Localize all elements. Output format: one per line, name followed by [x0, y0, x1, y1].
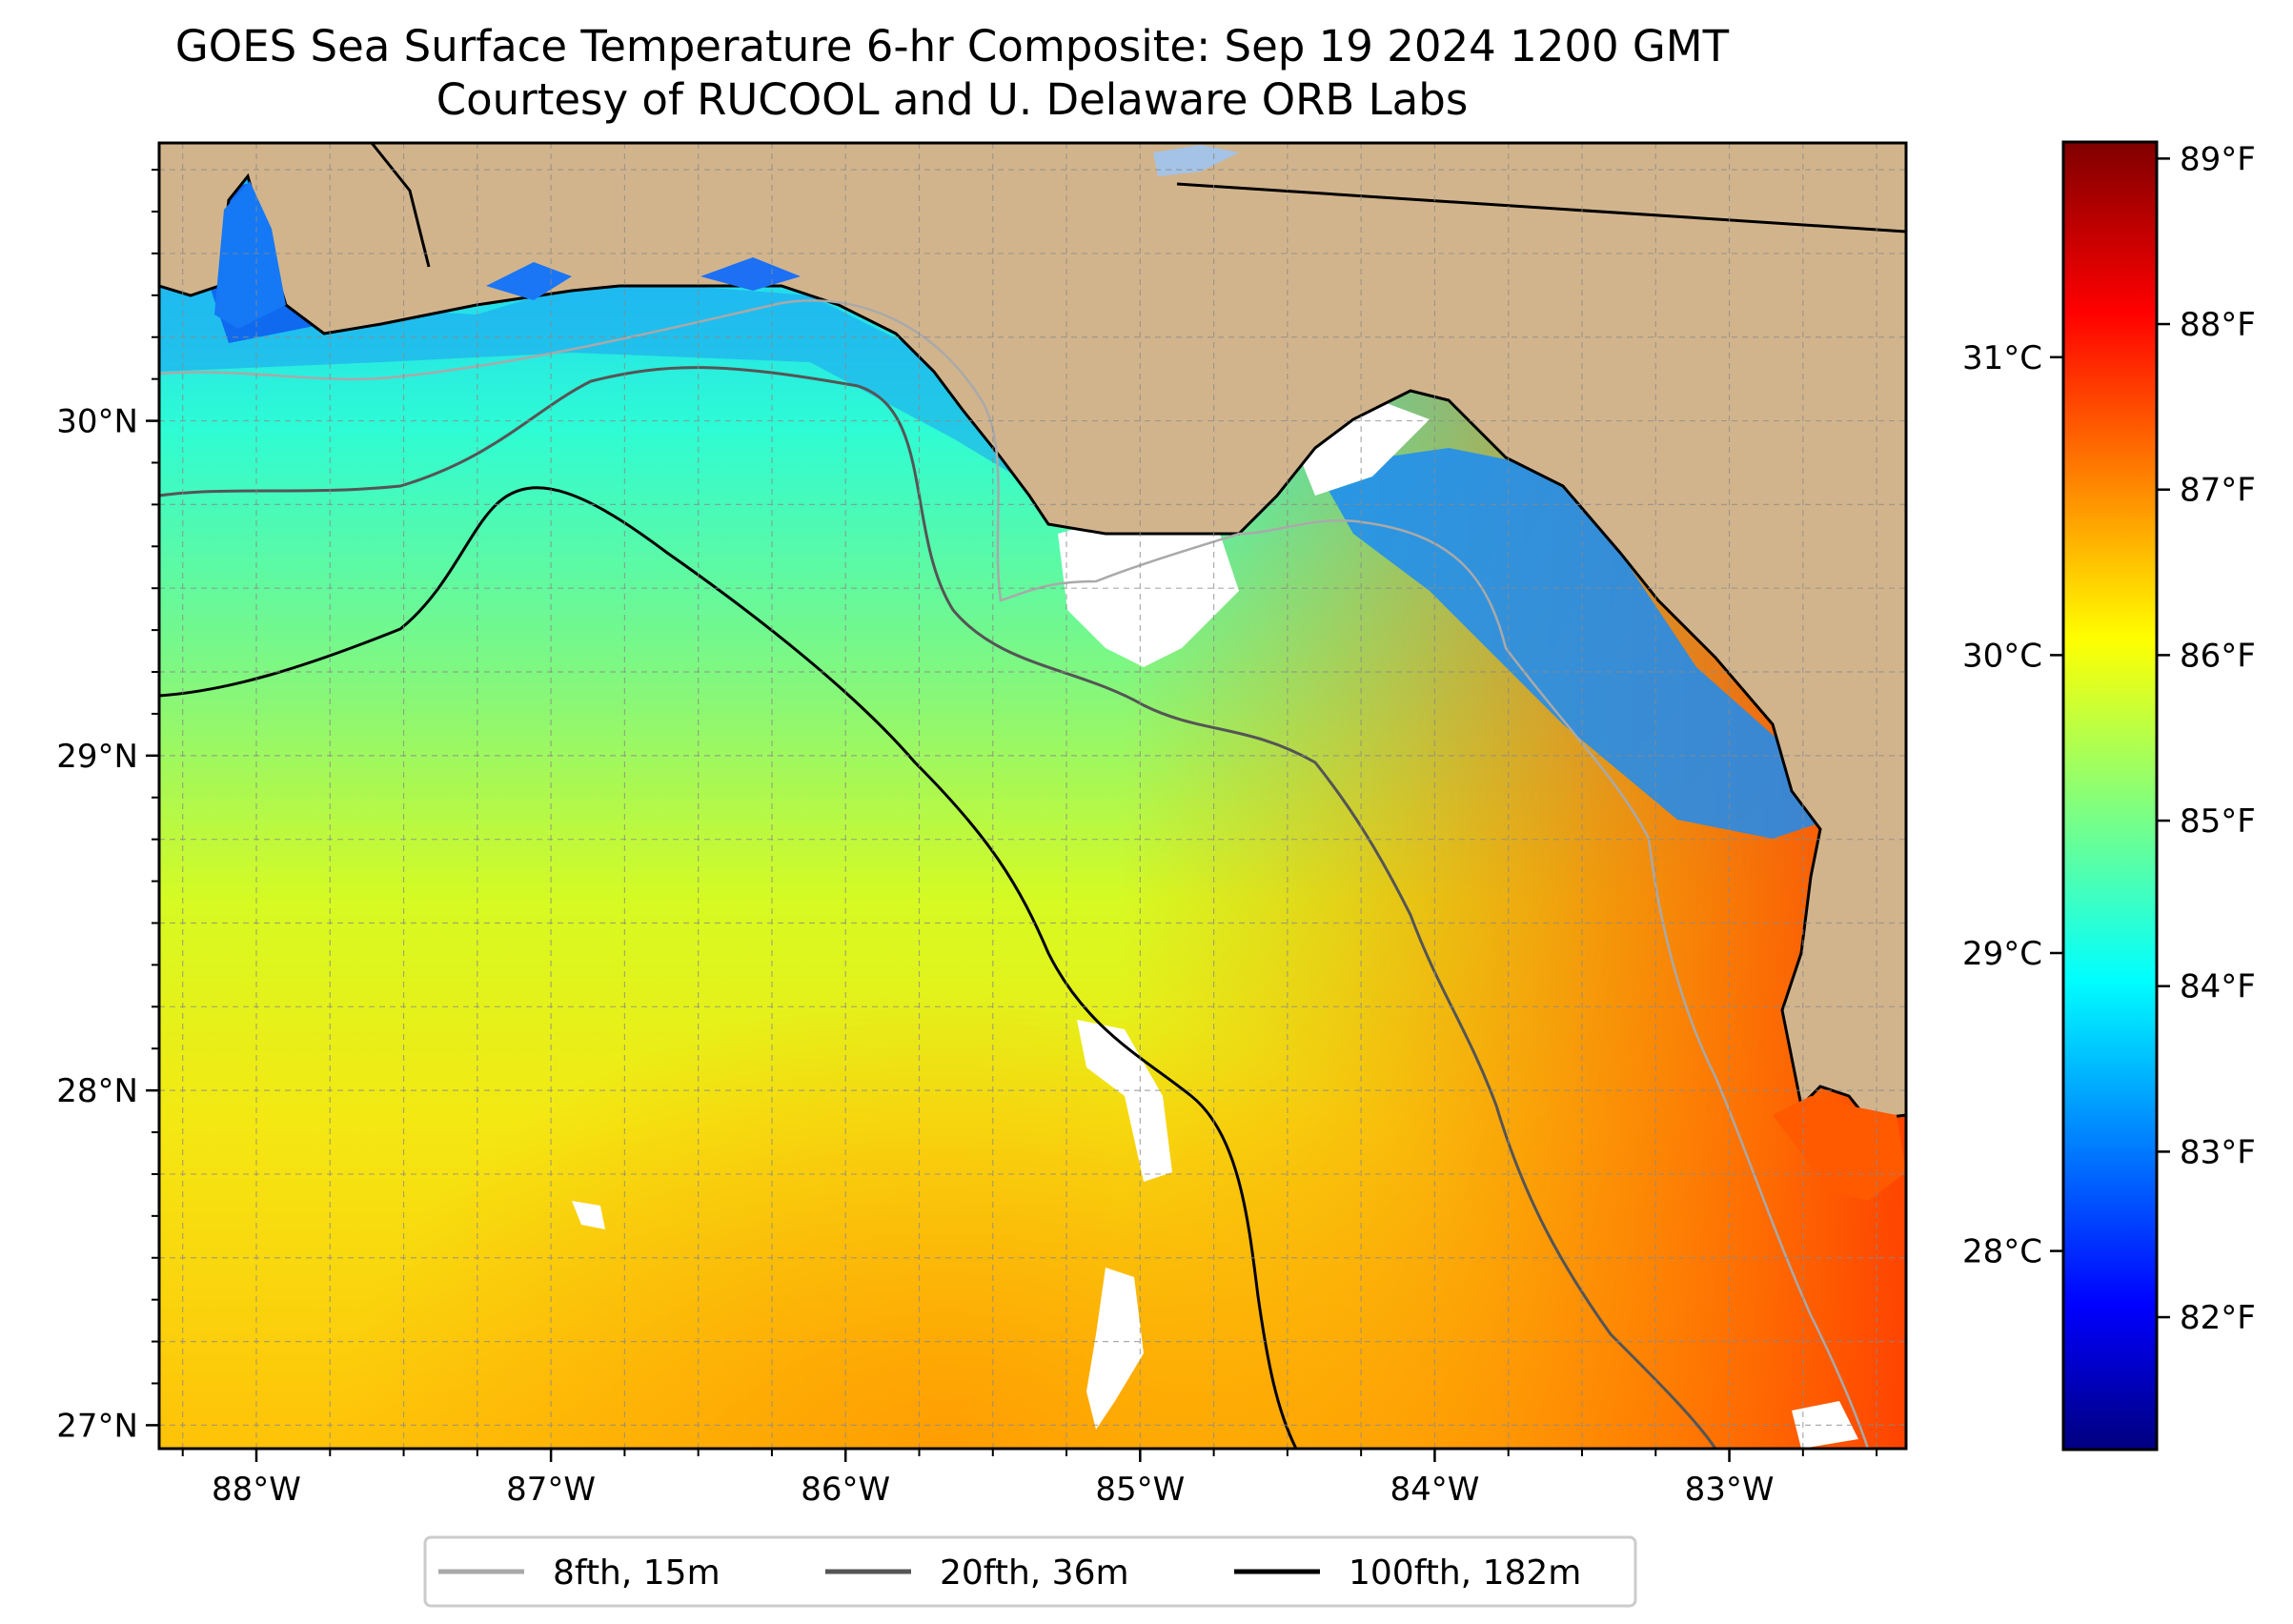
colorbar-f-tick-label: 88°F	[2180, 306, 2256, 344]
colorbar-f-tick-label: 84°F	[2180, 968, 2256, 1006]
state-boundary	[1176, 182, 1906, 233]
cold-nearshore-big-bend	[1315, 448, 1830, 839]
colorbar-c-tick-label: 29°C	[1962, 935, 2042, 973]
sst-map	[159, 143, 1906, 1449]
contour-36m	[159, 366, 1717, 1449]
lat-tick-label: 30°N	[56, 403, 138, 441]
map-frame	[157, 141, 1908, 1451]
colorbar	[2061, 140, 2159, 1451]
colorbar-c-tick-label: 30°C	[1962, 637, 2042, 675]
lat-tick-label: 28°N	[56, 1072, 138, 1110]
legend-label: 100fth, 182m	[1349, 1553, 1581, 1593]
cloud-patch	[1077, 1020, 1172, 1182]
legend-label: 20fth, 36m	[940, 1553, 1129, 1593]
chart-subtitle: Courtesy of RUCOOL and U. Delaware ORB L…	[436, 74, 1469, 125]
mobile-bay	[214, 181, 286, 329]
colorbar-f-tick-label: 86°F	[2180, 637, 2256, 675]
lon-tick-label: 86°W	[801, 1471, 890, 1509]
lon-tick-label: 88°W	[212, 1471, 301, 1509]
colorbar-c-tick-label: 28°C	[1962, 1233, 2042, 1271]
choctawhatchee-bay	[700, 257, 801, 291]
lon-tick-label: 83°W	[1685, 1471, 1775, 1509]
lat-tick-label: 27°N	[56, 1407, 138, 1445]
map-axis-ticks: 88°W 87°W 86°W 85°W 84°W 83°W 27°N 28°N 29°N 30°N	[56, 169, 1878, 1509]
colorbar-ticks: 82°F 83°F 84°F 85°F 86°F 87°F 88°F 89°F 28°C 29°C…	[1962, 140, 2256, 1337]
graticule	[159, 143, 1906, 1449]
colorbar-f-tick-label: 89°F	[2180, 140, 2256, 178]
state-boundary	[370, 143, 431, 268]
lon-tick-label: 85°W	[1095, 1471, 1185, 1509]
chart-title: GOES Sea Surface Temperature 6-hr Compos…	[174, 21, 1730, 71]
colorbar-f-tick-label: 87°F	[2180, 472, 2256, 510]
lake-seminole	[1153, 145, 1239, 176]
contour-182m	[159, 486, 1298, 1449]
legend-label: 8fth, 15m	[553, 1553, 720, 1593]
lat-tick-label: 29°N	[56, 738, 138, 776]
colorbar-c-tick-label: 31°C	[1962, 339, 2042, 377]
lon-tick-label: 84°W	[1390, 1471, 1479, 1509]
contour-15m	[159, 299, 1870, 1449]
lon-tick-label: 87°W	[506, 1471, 596, 1509]
cloud-patch	[1792, 1401, 1858, 1449]
cloud-patch	[572, 1201, 605, 1229]
cloud-patch	[1086, 1268, 1144, 1430]
pensacola-bay	[486, 262, 572, 300]
legend: 8fth, 15m 20fth, 36m 100fth, 182m	[423, 1535, 1637, 1608]
colorbar-f-tick-label: 85°F	[2180, 802, 2256, 841]
legend-box	[423, 1535, 1637, 1608]
colorbar-f-tick-label: 82°F	[2180, 1299, 2256, 1337]
cloud-patch	[1058, 515, 1239, 667]
colorbar-f-tick-label: 83°F	[2180, 1133, 2256, 1171]
